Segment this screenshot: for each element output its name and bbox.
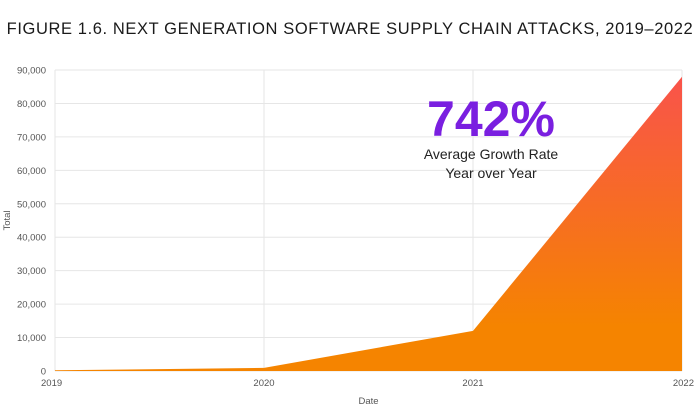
y-tick-label: 50,000 [17,199,46,210]
y-tick-label: 90,000 [17,66,46,77]
annotation-line-1: Average Growth Rate [424,146,559,162]
y-axis-ticks: 0 10,000 20,000 30,000 40,000 50,000 60,000 70,… [17,66,46,378]
y-tick-label: 60,000 [17,166,46,177]
y-tick-label: 0 [41,367,46,378]
x-axis-label: Date [358,396,378,407]
area-series [55,76,682,371]
x-axis-ticks: 2019 2020 2021 2022 [41,378,694,389]
x-tick-label: 2019 [41,378,62,389]
y-tick-label: 20,000 [17,300,46,311]
y-tick-label: 40,000 [17,233,46,244]
x-tick-label: 2021 [462,378,483,389]
annotation-line-2: Year over Year [445,165,537,181]
y-tick-label: 80,000 [17,99,46,110]
chart-title: FIGURE 1.6. NEXT GENERATION SOFTWARE SUP… [6,20,694,38]
y-tick-label: 30,000 [17,266,46,277]
x-tick-label: 2022 [673,378,694,389]
y-tick-label: 70,000 [17,132,46,143]
annotation-value: 742% [427,91,555,147]
y-tick-label: 10,000 [17,333,46,344]
y-axis-label: Total [2,210,13,230]
x-tick-label: 2020 [253,378,274,389]
